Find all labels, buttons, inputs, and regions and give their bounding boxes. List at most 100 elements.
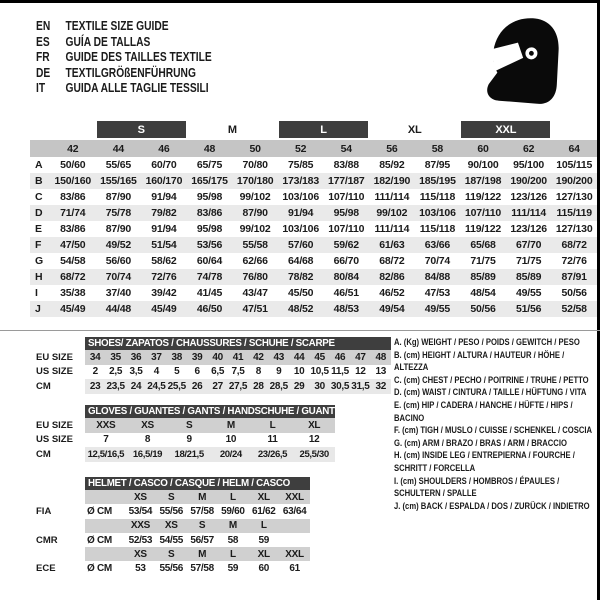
gloves-cell: XXS (96, 419, 116, 431)
helmet-value-cell: 57/58 (190, 505, 214, 517)
size-number-cell: 50 (249, 142, 261, 155)
row-letter: H (35, 271, 43, 283)
row-letter: D (35, 207, 43, 219)
language-code: IT (36, 81, 46, 96)
measurement-cell: 75/78 (105, 207, 131, 219)
measurement-cell: 103/106 (282, 191, 319, 203)
gloves-cell: 23/26,5 (257, 448, 288, 460)
helmet-sizes-row: XS S M L XL XXL (85, 490, 310, 505)
size-band-label: S (96, 121, 186, 138)
shoes-cell: 4 (153, 366, 160, 378)
helmet-sizes-row: XXS XS S M L (85, 518, 310, 533)
shoes-cell: 47 (355, 351, 366, 363)
measurement-cell: 85/92 (379, 159, 405, 171)
gloves-row-label: EU SIZE (36, 419, 73, 431)
language-title: GUÍA DE TALLAS (65, 34, 151, 49)
shoes-row-label: US SIZE (36, 366, 73, 378)
helmet-size-cell: XS (134, 548, 147, 560)
table-row: A 50/60 55/65 60/70 65/75 70/80 75/85 83/88 85/9… (30, 157, 597, 173)
helmet-standard-label: FIA (36, 505, 52, 517)
measurement-legend: A. (Kg) WEIGHT / PESO / POIDS / GEWITCH … (394, 336, 596, 512)
helmet-size-cell: S (168, 548, 175, 560)
language-code: ES (36, 34, 50, 49)
measurement-cell: 55/58 (242, 239, 268, 251)
shoes-row-label: EU SIZE (36, 351, 73, 363)
measurement-cell: 99/102 (239, 223, 271, 235)
legend-item: G. (cm) ARM / BRAZO / BRAS / ARM / BRACC… (394, 437, 567, 448)
measurement-cell: 107/110 (328, 223, 365, 235)
row-letter: G (35, 255, 43, 267)
size-number-cell: 62 (522, 142, 535, 155)
measurement-cell: 49/55 (424, 303, 451, 315)
measurement-cell: 91/94 (151, 223, 177, 235)
shoes-cell: 36 (130, 351, 142, 363)
gloves-cell: 25,5/30 (299, 448, 330, 460)
helmet-value-cell: 60 (258, 563, 269, 575)
shoes-cell: 46 (334, 351, 346, 363)
measurement-cell: 46/51 (333, 287, 359, 299)
measurement-cell: 123/126 (510, 223, 547, 235)
helmet-size-cell: M (198, 491, 207, 503)
label-spacer (36, 337, 85, 350)
shoes-cell: 30 (314, 380, 325, 392)
measurement-cell: 68/72 (379, 255, 405, 267)
shoes-cell: 24 (130, 380, 142, 392)
size-number-cell: 42 (67, 142, 79, 155)
measurement-rows: A 50/60 55/65 60/70 65/75 70/80 75/85 83/88 85/9… (30, 157, 597, 317)
measurement-cell: 170/180 (236, 175, 274, 187)
language-code: EN (36, 19, 51, 33)
measurement-cell: 52/58 (561, 303, 587, 315)
helmet-size-cell: L (260, 520, 267, 532)
language-title: TEXTILE SIZE GUIDE (65, 19, 169, 33)
measurement-cell: 107/110 (465, 207, 502, 219)
measurement-cell: 62/66 (242, 255, 268, 267)
measurement-cell: 173/183 (282, 175, 319, 187)
shoes-cell: 30,5 (330, 380, 350, 392)
gloves-row-label: US SIZE (36, 434, 73, 446)
diameter-unit: Ø CM (87, 534, 112, 546)
helmet-size-cell: XXL (285, 548, 304, 560)
measurement-cell: 70/80 (242, 159, 268, 171)
measurement-cell: 48/53 (333, 303, 359, 315)
measurement-cell: 51/54 (151, 239, 177, 251)
measurement-cell: 49/52 (105, 239, 131, 251)
shoes-table: SHOES/ ZAPATOS / CHAUSSURES / SCHUHE / S… (85, 337, 391, 394)
measurement-cell: 45/49 (151, 303, 177, 315)
measurement-cell: 87/91 (561, 271, 587, 283)
measurement-cell: 111/114 (374, 191, 410, 203)
measurement-cell: 50/56 (561, 287, 587, 299)
measurement-cell: 53/56 (196, 239, 223, 251)
shoes-cell: 5 (174, 366, 180, 378)
measurement-cell: 99/102 (376, 207, 408, 219)
measurement-cell: 67/70 (515, 239, 542, 251)
language-title: GUIDA ALLE TAGLIE TESSILI (65, 81, 209, 96)
measurement-cell: 45/49 (60, 303, 86, 315)
measurement-cell: 79/82 (151, 207, 177, 219)
diameter-unit: Ø CM (87, 505, 112, 517)
size-number-cell: 52 (295, 142, 307, 155)
measurement-cell: 37/40 (105, 287, 131, 299)
table-row: D 71/74 75/78 79/82 83/86 87/90 91/94 95/98 99/1… (30, 205, 597, 221)
helmet-size-cell: S (168, 491, 175, 503)
measurement-cell: 72/76 (561, 255, 587, 267)
shoes-cell: 2 (92, 366, 99, 378)
legend-item: D. (cm) WAIST / CINTURA / TAILLE / HÜFTU… (394, 387, 587, 398)
measurement-cell: 83/86 (60, 223, 86, 235)
measurement-cell: 123/126 (510, 191, 547, 203)
shoes-cell: 34 (89, 351, 101, 363)
language-row: IT GUIDA ALLE TAGLIE TESSILI (36, 81, 212, 97)
diameter-unit: Ø CM (87, 563, 112, 575)
helmet-size-cell: S (198, 520, 206, 532)
size-band-label (30, 121, 96, 138)
measurement-cell: 91/94 (288, 207, 314, 219)
size-number-cell: 54 (340, 142, 352, 155)
legend-item: I. (cm) SHOULDERS / HOMBROS / ÉPAULES / … (394, 475, 560, 499)
language-row: EN TEXTILE SIZE GUIDE (36, 19, 212, 35)
measurement-cell: 155/165 (100, 175, 137, 187)
measurement-cell: 150/160 (54, 175, 92, 187)
size-number-cell: 64 (568, 142, 580, 155)
helmet-size-cell: XXL (285, 491, 304, 503)
label-spacer (36, 405, 85, 418)
measurement-cell: 107/110 (328, 191, 365, 203)
helmet-value-cell: 55/56 (159, 505, 183, 517)
